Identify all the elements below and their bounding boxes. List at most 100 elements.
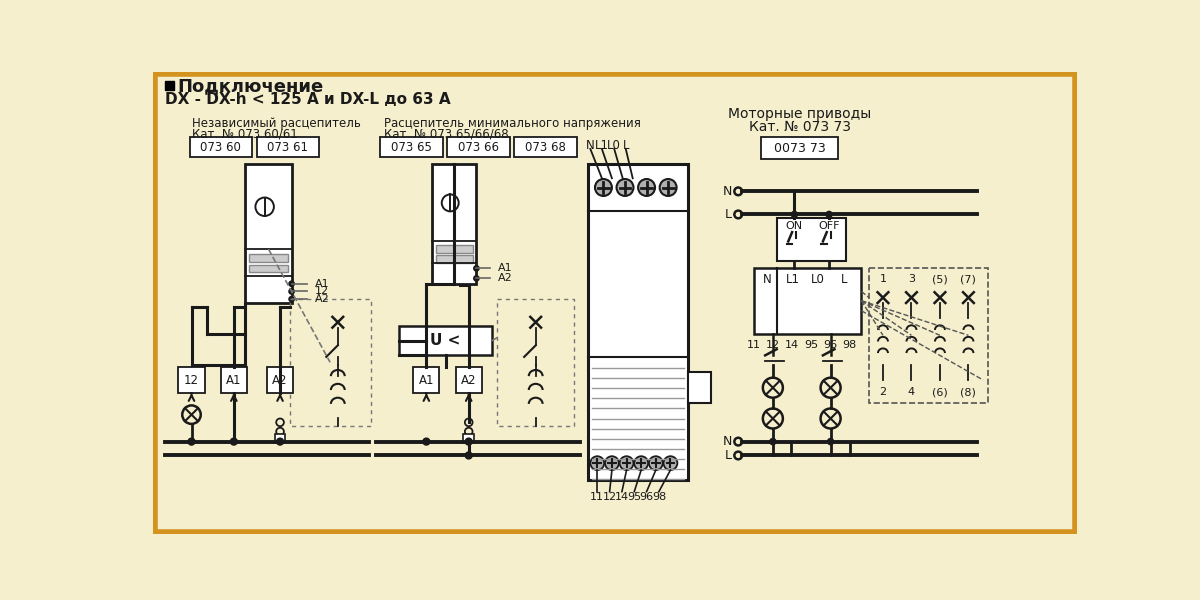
Circle shape <box>826 211 832 218</box>
Circle shape <box>422 438 430 445</box>
Bar <box>514 137 577 157</box>
Text: N: N <box>722 185 732 198</box>
Text: DX - DX-h < 125 А и DX-L до 63 А: DX - DX-h < 125 А и DX-L до 63 А <box>164 92 450 107</box>
Text: 1: 1 <box>880 274 887 284</box>
Text: 073 61: 073 61 <box>268 141 308 154</box>
Circle shape <box>474 266 479 271</box>
Circle shape <box>466 438 472 445</box>
Circle shape <box>276 438 283 445</box>
Text: 12: 12 <box>766 340 780 350</box>
Text: 96: 96 <box>640 492 654 502</box>
Circle shape <box>289 289 294 294</box>
Circle shape <box>791 211 798 218</box>
Text: A2: A2 <box>461 373 476 386</box>
Text: A2: A2 <box>314 294 330 304</box>
Text: Кат. № 073 73: Кат. № 073 73 <box>749 121 851 134</box>
Circle shape <box>649 456 662 470</box>
Text: Независимый расцепитель: Независимый расцепитель <box>192 116 360 130</box>
Bar <box>190 137 252 157</box>
Circle shape <box>466 452 472 459</box>
Bar <box>436 245 473 253</box>
Text: A1: A1 <box>419 373 434 386</box>
Text: L: L <box>840 274 847 286</box>
Text: A1: A1 <box>226 373 241 386</box>
Text: L0: L0 <box>811 274 826 286</box>
Text: 073 65: 073 65 <box>391 141 432 154</box>
Bar <box>250 254 288 262</box>
Bar <box>754 268 862 334</box>
Text: A1: A1 <box>498 263 512 274</box>
Text: N: N <box>722 435 732 448</box>
Text: ON: ON <box>786 221 803 231</box>
Text: 12: 12 <box>602 492 617 502</box>
Bar <box>257 137 318 157</box>
Circle shape <box>605 456 619 470</box>
Bar <box>250 265 288 272</box>
Text: L: L <box>725 449 732 462</box>
Text: (8): (8) <box>960 388 977 397</box>
Circle shape <box>289 297 294 301</box>
Circle shape <box>638 179 655 196</box>
Text: 073 66: 073 66 <box>458 141 499 154</box>
Bar <box>456 367 481 393</box>
Text: (6): (6) <box>932 388 948 397</box>
Text: L1: L1 <box>595 139 608 152</box>
Circle shape <box>474 276 479 281</box>
Bar <box>588 164 688 480</box>
Bar <box>380 137 443 157</box>
Bar <box>413 367 439 393</box>
Text: A2: A2 <box>272 373 288 386</box>
Text: Расцепитель минимального напряжения: Расцепитель минимального напряжения <box>384 116 641 130</box>
Text: U <: U < <box>431 333 461 348</box>
Bar <box>221 367 247 393</box>
Bar <box>448 137 510 157</box>
Text: N: N <box>586 139 595 152</box>
Text: (7): (7) <box>960 274 977 284</box>
Circle shape <box>828 439 834 445</box>
Text: 95: 95 <box>804 340 818 350</box>
Text: Кат. № 073 65/66/68: Кат. № 073 65/66/68 <box>384 127 509 140</box>
Text: (5): (5) <box>932 274 948 284</box>
Bar <box>436 255 473 263</box>
Text: 3: 3 <box>908 274 914 284</box>
Circle shape <box>230 438 238 445</box>
Text: L0: L0 <box>607 139 622 152</box>
Text: 12: 12 <box>184 373 199 386</box>
Text: 073 68: 073 68 <box>526 141 566 154</box>
Circle shape <box>590 456 605 470</box>
Bar <box>688 372 712 403</box>
Text: L: L <box>623 139 629 152</box>
Circle shape <box>595 179 612 196</box>
Text: Подключение: Подключение <box>178 77 324 95</box>
Text: 98: 98 <box>652 492 666 502</box>
Text: 0073 73: 0073 73 <box>774 142 826 155</box>
Bar <box>266 367 293 393</box>
Bar <box>761 137 839 159</box>
Text: 12: 12 <box>314 286 329 296</box>
Text: A1: A1 <box>314 279 329 289</box>
Circle shape <box>619 456 634 470</box>
Text: 4: 4 <box>908 388 916 397</box>
Bar <box>869 268 989 403</box>
Circle shape <box>289 281 294 286</box>
Circle shape <box>660 179 677 196</box>
Text: Кат. № 073 60/61: Кат. № 073 60/61 <box>192 127 298 140</box>
Text: 073 60: 073 60 <box>200 141 241 154</box>
Text: 2: 2 <box>880 388 887 397</box>
Bar <box>776 218 846 260</box>
Text: 95: 95 <box>628 492 641 502</box>
Text: 98: 98 <box>842 340 857 350</box>
Bar <box>246 164 292 303</box>
Circle shape <box>617 179 634 196</box>
Text: 11: 11 <box>746 340 761 350</box>
Bar <box>275 434 286 443</box>
Circle shape <box>664 456 677 470</box>
Text: 14: 14 <box>614 492 629 502</box>
Text: A2: A2 <box>498 274 512 283</box>
Text: Моторные приводы: Моторные приводы <box>728 107 871 121</box>
Text: 11: 11 <box>590 492 605 502</box>
Text: OFF: OFF <box>818 221 840 231</box>
Bar <box>290 299 371 426</box>
Bar <box>497 299 574 426</box>
Circle shape <box>769 439 776 445</box>
